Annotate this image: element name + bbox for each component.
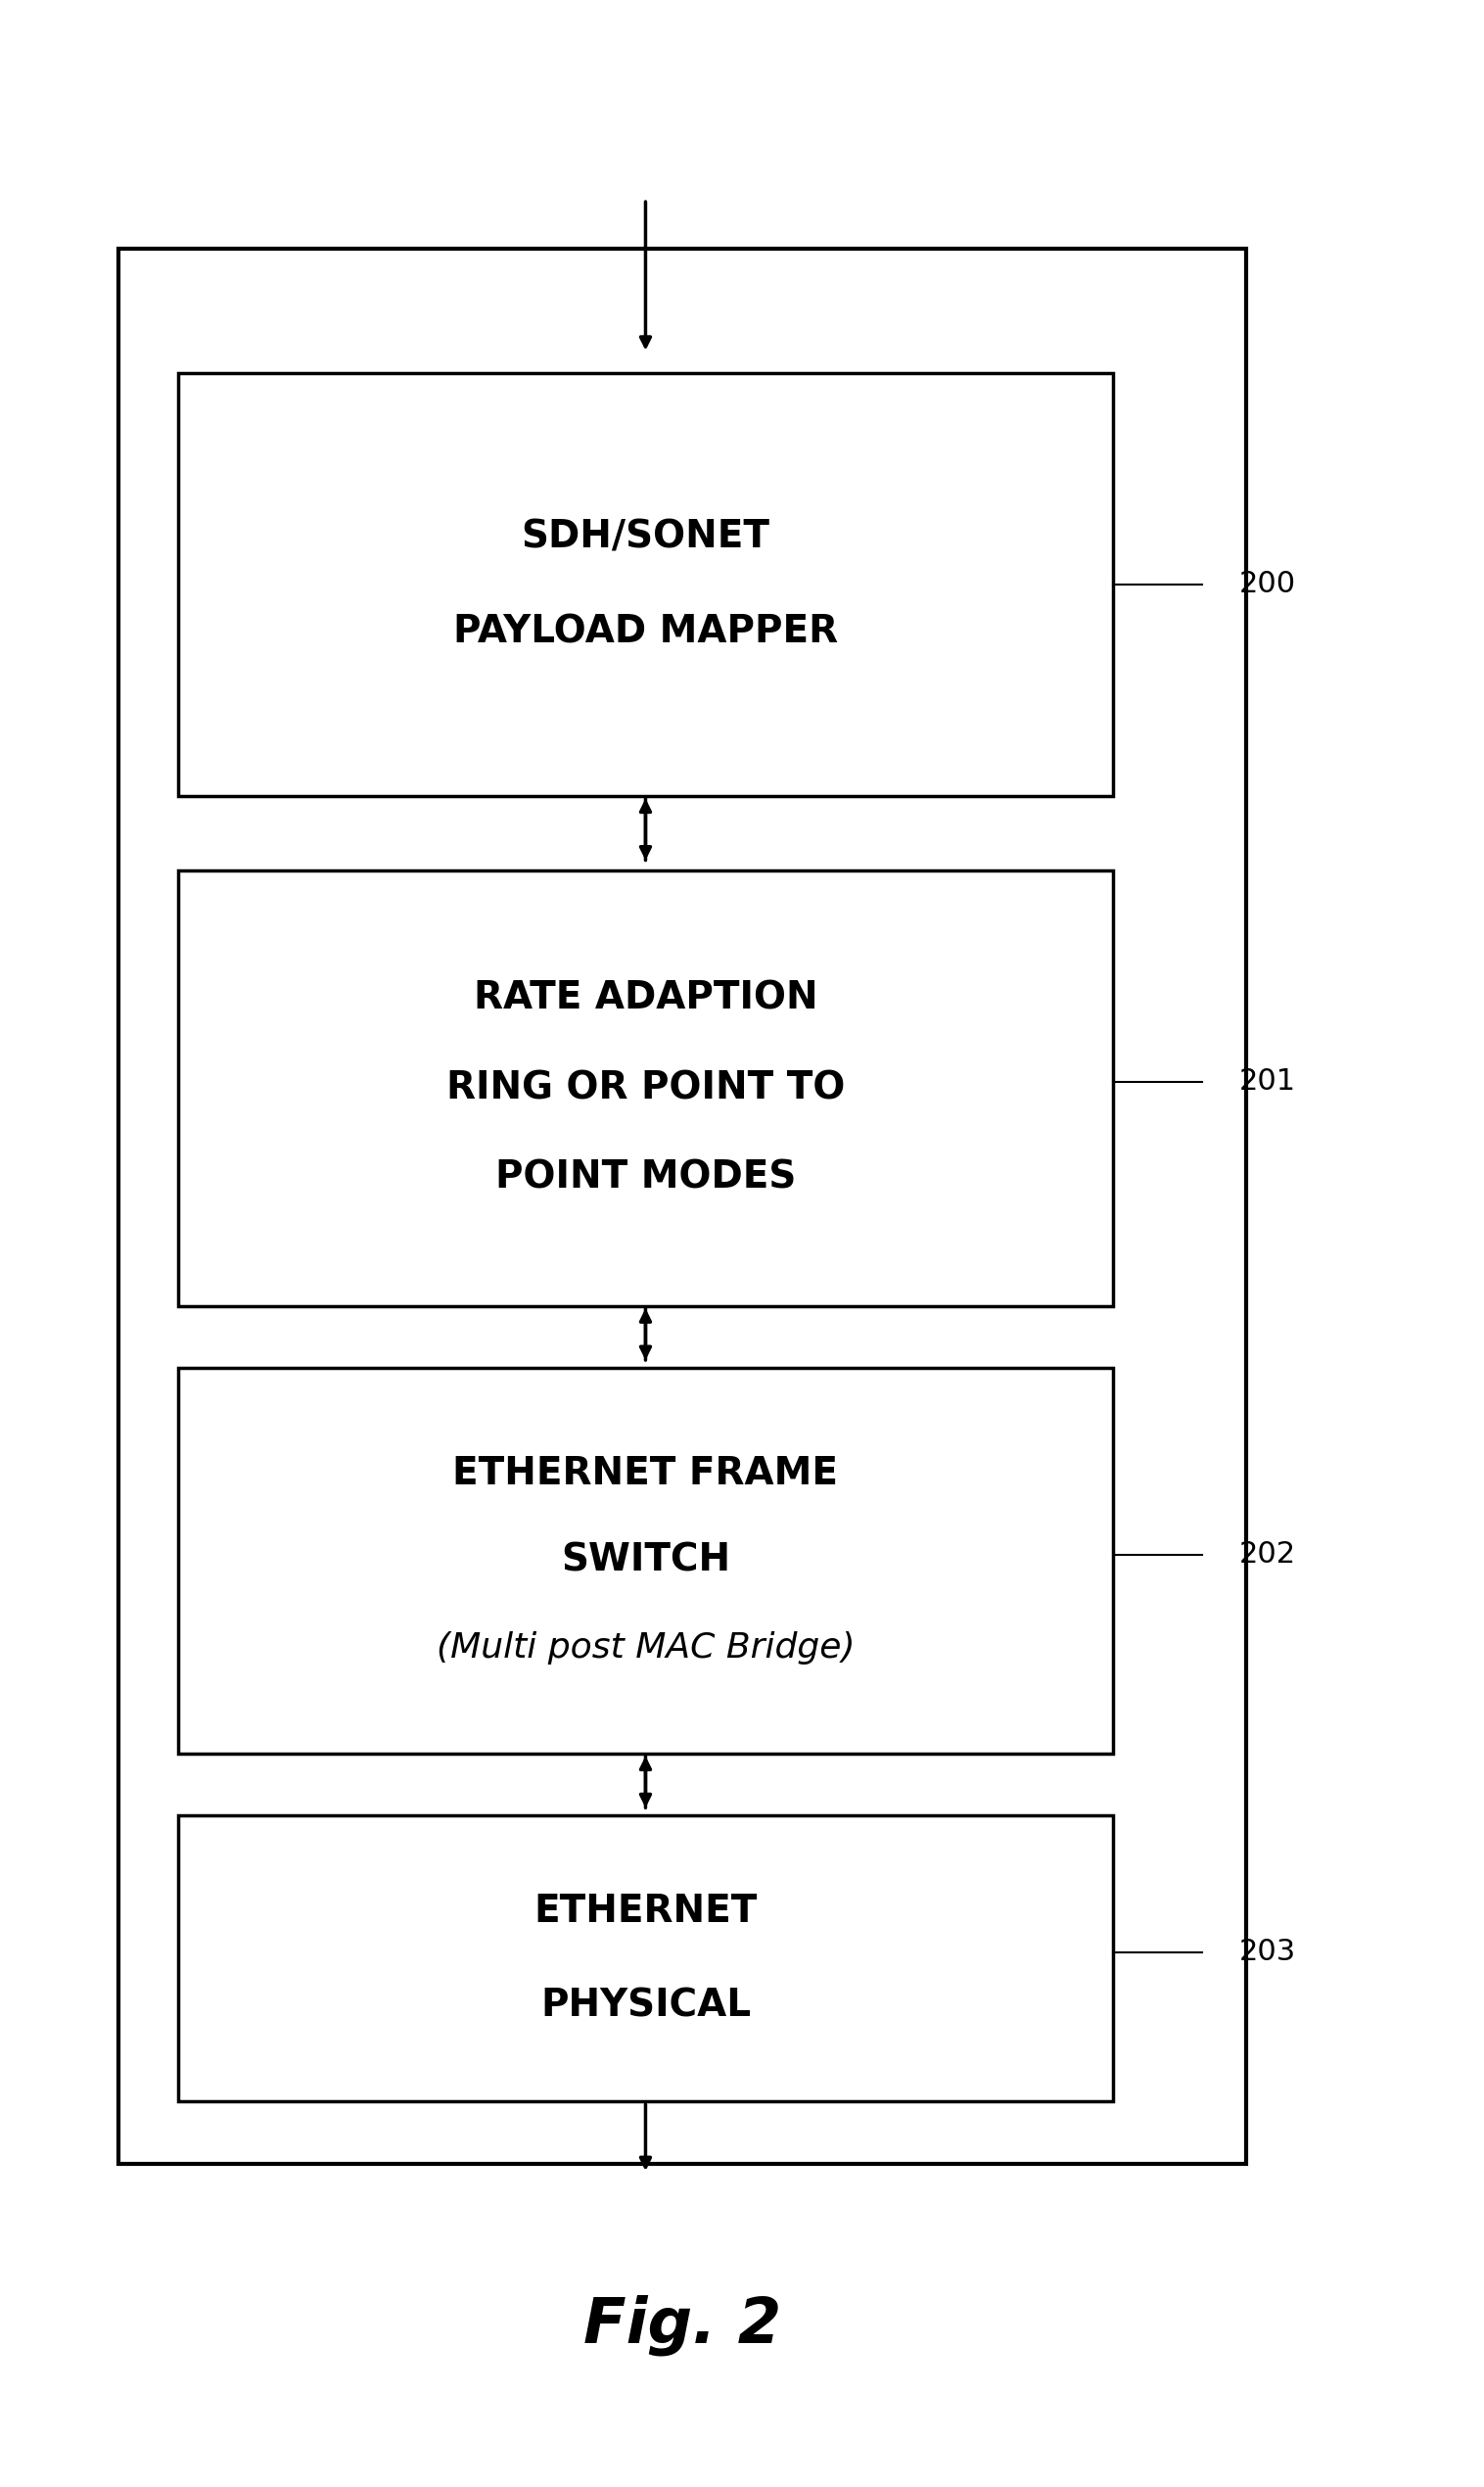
Text: PHYSICAL: PHYSICAL	[540, 1987, 751, 2024]
Text: 200: 200	[1239, 570, 1296, 599]
Text: 201: 201	[1239, 1067, 1296, 1097]
Text: ETHERNET: ETHERNET	[534, 1893, 757, 1930]
Bar	[178, 870, 1113, 1306]
Text: RATE ADAPTION: RATE ADAPTION	[473, 980, 818, 1017]
Text: RING OR POINT TO: RING OR POINT TO	[447, 1069, 844, 1107]
Text: SWITCH: SWITCH	[561, 1542, 730, 1579]
Bar	[178, 1368, 1113, 1753]
Text: PAYLOAD MAPPER: PAYLOAD MAPPER	[453, 614, 838, 649]
Text: 203: 203	[1239, 1937, 1296, 1967]
Text: SDH/SONET: SDH/SONET	[521, 520, 770, 555]
Bar	[178, 373, 1113, 796]
Text: 202: 202	[1239, 1539, 1296, 1569]
Text: (Multi post MAC Bridge): (Multi post MAC Bridge)	[436, 1631, 855, 1664]
Text: Fig. 2: Fig. 2	[583, 2296, 782, 2355]
Bar	[178, 1816, 1113, 2102]
Text: POINT MODES: POINT MODES	[496, 1159, 795, 1196]
Bar	[119, 249, 1247, 2164]
Text: ETHERNET FRAME: ETHERNET FRAME	[453, 1455, 838, 1492]
